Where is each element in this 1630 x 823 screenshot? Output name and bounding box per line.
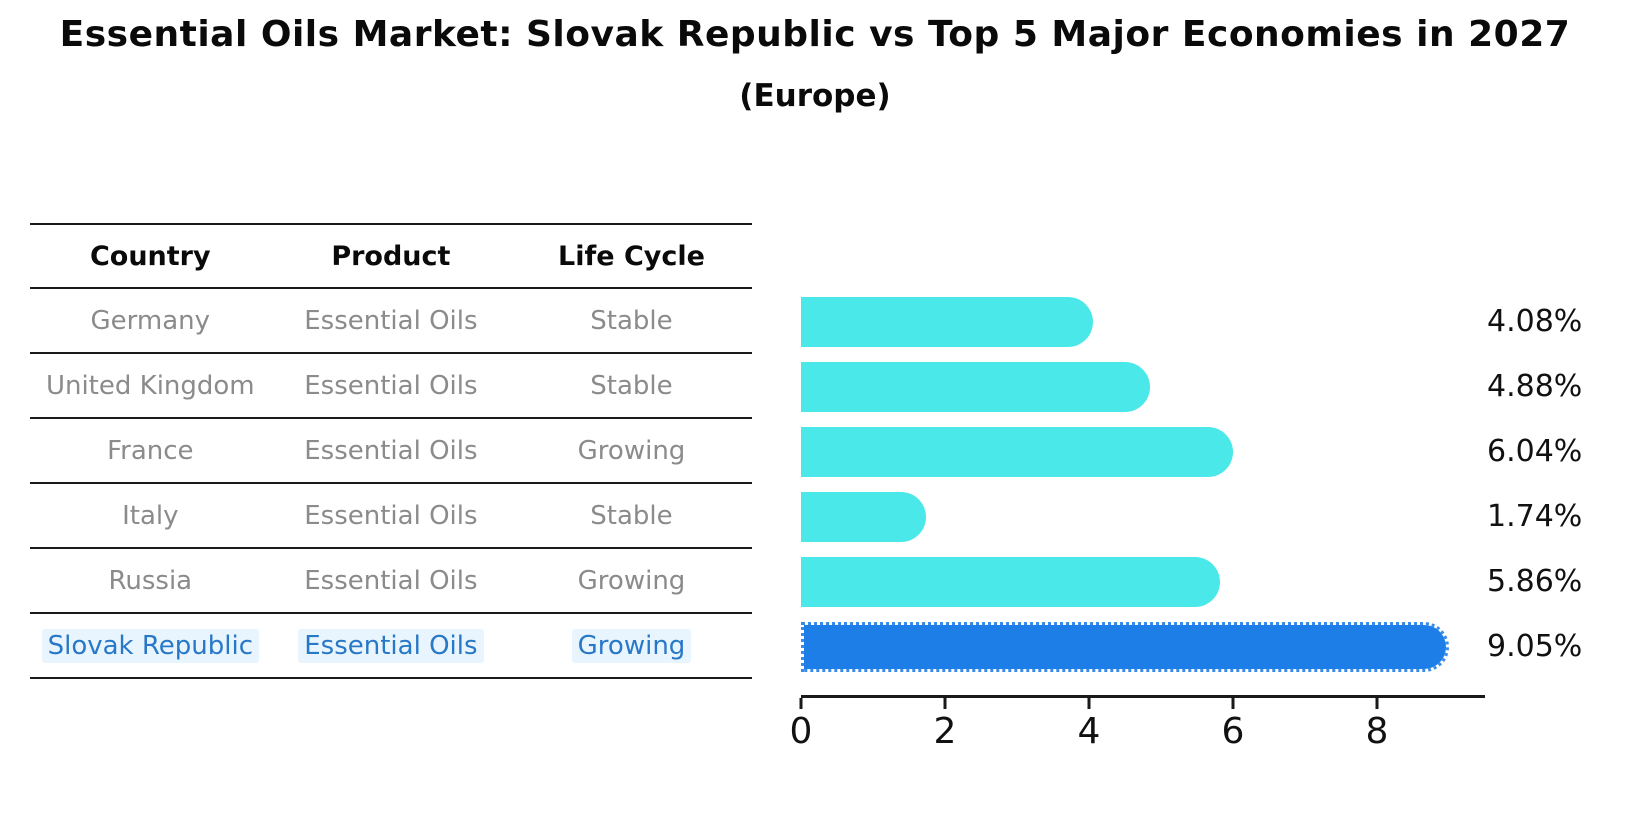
column-header-country: Country [89, 240, 211, 272]
x-axis-tick [1231, 698, 1235, 709]
value-label-germany: 4.08% [1487, 304, 1583, 339]
table-header-row: Country Product Life Cycle [30, 223, 752, 289]
bar-united-kingdom [801, 361, 1151, 412]
cell-product: Essential Oils [271, 628, 512, 663]
bar-italy [801, 491, 926, 542]
country-info-table: Country Product Life Cycle Germany Essen… [30, 223, 752, 679]
cell-life-cycle: Growing [577, 435, 686, 466]
cell-product: Essential Oils [304, 370, 478, 401]
column-header-life-cycle: Life Cycle [558, 240, 705, 272]
table-row: Italy Essential Oils Stable [30, 484, 752, 549]
cell-product: Essential Oils [304, 305, 478, 336]
column-header-product: Product [331, 240, 451, 272]
cell-country: Italy [122, 500, 179, 531]
bar-value-labels: 4.08% 4.88% 6.04% 1.74% 5.86% 9.05% [1487, 289, 1627, 679]
cell-life-cycle: Growing [511, 628, 752, 663]
page-title: Essential Oils Market: Slovak Republic v… [59, 14, 1571, 55]
cell-life-cycle: Stable [590, 305, 673, 336]
value-label-france: 6.04% [1487, 434, 1583, 469]
cell-product: Essential Oils [304, 435, 478, 466]
cell-life-cycle: Growing [577, 565, 686, 596]
cell-country: Russia [108, 565, 193, 596]
table-row-slovak-republic: Slovak Republic Essential Oils Growing [30, 614, 752, 679]
bar-germany [801, 296, 1094, 347]
x-axis-tick-label: 8 [1365, 711, 1389, 752]
x-axis-tick-label: 0 [789, 711, 813, 752]
x-axis-tick [799, 698, 803, 709]
bar-plot-area [801, 289, 1481, 679]
x-axis-tick [943, 698, 947, 709]
x-axis-line: 0 2 4 6 8 [790, 695, 1485, 752]
cell-product: Essential Oils [304, 565, 478, 596]
x-axis-tick-label: 4 [1077, 711, 1101, 752]
bar-russia [801, 556, 1221, 607]
value-label-slovak-republic: 9.05% [1487, 629, 1583, 664]
cell-product: Essential Oils [304, 500, 478, 531]
cell-life-cycle: Stable [590, 370, 673, 401]
x-axis-tick-label: 2 [933, 711, 957, 752]
x-axis-tick [1375, 698, 1379, 709]
value-label-russia: 5.86% [1487, 564, 1583, 599]
x-axis-tick-label: 6 [1221, 711, 1245, 752]
bar-slovak-republic [801, 621, 1449, 672]
cell-country: France [107, 435, 194, 466]
cell-country: United Kingdom [45, 370, 255, 401]
table-row: Russia Essential Oils Growing [30, 549, 752, 614]
cell-country: Germany [90, 305, 211, 336]
table-row: United Kingdom Essential Oils Stable [30, 354, 752, 419]
bar-france [801, 426, 1234, 477]
table-row: France Essential Oils Growing [30, 419, 752, 484]
page-subtitle: (Europe) [739, 78, 891, 114]
cell-life-cycle: Stable [590, 500, 673, 531]
value-label-united-kingdom: 4.88% [1487, 369, 1583, 404]
x-axis-tick [1087, 698, 1091, 709]
cell-country: Slovak Republic [30, 628, 271, 663]
table-row: Germany Essential Oils Stable [30, 289, 752, 354]
value-label-italy: 1.74% [1487, 499, 1583, 534]
